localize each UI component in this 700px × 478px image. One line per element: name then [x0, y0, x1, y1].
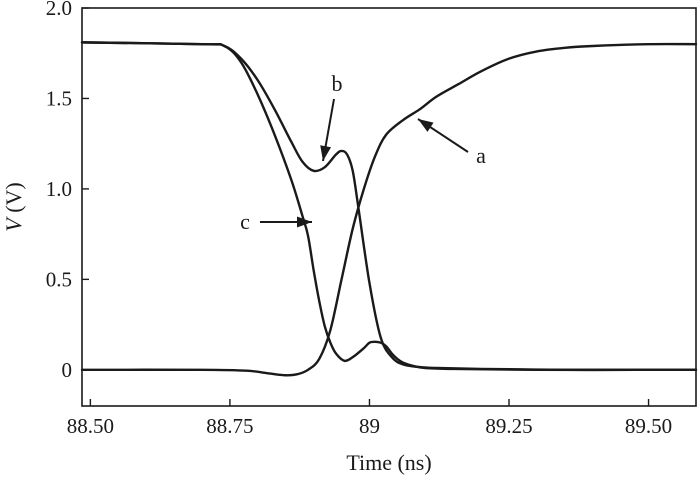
y-tick-label: 1.5 — [46, 86, 72, 110]
annotation-arrow-a-head — [418, 119, 434, 132]
y-tick-label: 2.0 — [46, 0, 72, 20]
y-axis-unit: (V) — [1, 182, 26, 213]
y-tick-label: 1.0 — [46, 177, 72, 201]
annotation-arrow-c-head — [297, 216, 312, 228]
annotations: a b c — [240, 71, 486, 234]
x-tick-label: 88.50 — [67, 414, 114, 438]
series-line-a — [80, 42, 698, 377]
y-axis-symbol: V — [1, 216, 26, 232]
y-axis-label: V (V) — [1, 182, 26, 232]
plot-frame — [81, 7, 697, 407]
series-lines — [80, 41, 698, 377]
annotation-label-a: a — [476, 143, 486, 168]
x-tick-label: 88.75 — [206, 414, 253, 438]
series-line-b — [80, 41, 698, 372]
annotation-label-b: b — [332, 71, 343, 96]
y-axis: 0 0.5 1.0 1.5 2.0 — [46, 0, 89, 382]
y-tick-label: 0.5 — [46, 267, 72, 291]
x-tick-label: 89 — [359, 414, 380, 438]
x-tick-label: 89.25 — [485, 414, 532, 438]
y-tick-label: 0 — [62, 358, 73, 382]
x-axis-label: Time (ns) — [346, 450, 431, 475]
annotation-arrow-b-head — [320, 145, 332, 161]
annotation-label-c: c — [240, 209, 250, 234]
x-axis: 88.50 88.75 89 89.25 89.50 — [67, 399, 672, 438]
x-tick-label: 89.50 — [625, 414, 672, 438]
series-line-c — [80, 41, 698, 372]
